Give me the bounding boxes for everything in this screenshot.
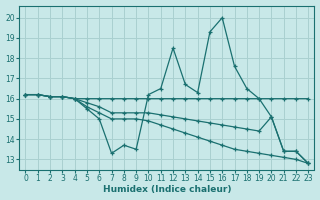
X-axis label: Humidex (Indice chaleur): Humidex (Indice chaleur) bbox=[103, 185, 231, 194]
